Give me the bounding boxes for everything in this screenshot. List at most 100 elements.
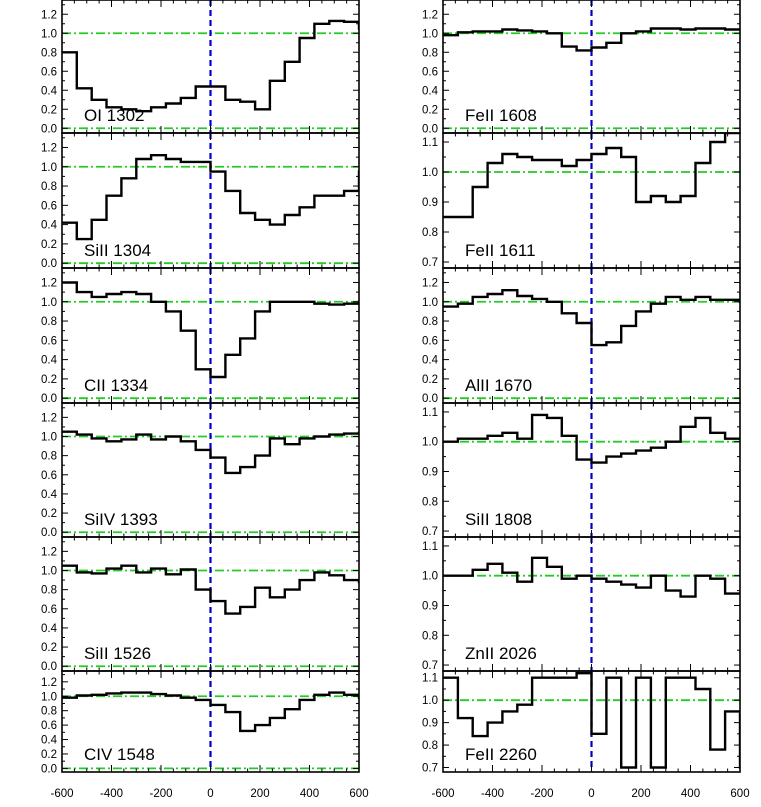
y-tick-label: 0.7 <box>422 763 438 775</box>
panel-siii-1304: 0.0 0.2 0.4 0.6 0.8 1.0 1.2 SiII 1304 <box>41 132 360 270</box>
y-tick-label: 0.8 <box>422 740 438 752</box>
y-tick-label: 0.4 <box>41 220 58 232</box>
ion-label: SiIV 1393 <box>84 510 158 529</box>
y-tick-label: 0.2 <box>41 239 57 251</box>
y-tick-label: 1.0 <box>422 571 438 583</box>
x-tick-label: -200 <box>530 788 553 800</box>
y-tick-label: 0.6 <box>422 335 438 347</box>
y-tick-label: 0.0 <box>41 763 57 775</box>
x-tick-label: 200 <box>631 788 650 800</box>
ion-label: FeII 2260 <box>465 745 537 764</box>
x-tick-label: 0 <box>588 788 594 800</box>
spectrum-trace <box>62 19 359 113</box>
x-tick-label: 400 <box>681 788 700 800</box>
panels-layer: 0.0 0.2 0.4 0.6 0.8 1.0 1.2 OI 1302 0.0 0.2 0.4 0.6… <box>41 0 750 800</box>
y-tick-label: 0.2 <box>41 642 57 654</box>
panel-siii-1808: 0.7 0.8 0.9 1.0 1.1 SiII 1808 <box>422 402 741 538</box>
x-tick-label: -400 <box>481 788 504 800</box>
y-tick-label: 1.1 <box>422 407 438 419</box>
y-tick-label: 0.4 <box>41 735 58 747</box>
x-tick-label: -600 <box>50 788 73 800</box>
ion-label: SiII 1808 <box>465 510 532 529</box>
panel-znii-2026: 0.7 0.8 0.9 1.0 1.1 ZnII 2026 <box>422 536 741 672</box>
y-tick-label: 1.2 <box>422 277 438 289</box>
y-tick-label: 1.0 <box>422 437 438 449</box>
x-tick-label: 200 <box>250 788 269 800</box>
x-tick-label: 600 <box>730 788 749 800</box>
x-tick-label: 0 <box>207 788 213 800</box>
spectrum-trace <box>62 154 359 241</box>
x-tick-label: 600 <box>349 788 368 800</box>
ion-label: CIV 1548 <box>84 745 155 764</box>
panel-siiv-1393: 0.0 0.2 0.4 0.6 0.8 1.0 1.2 SiIV 1393 <box>41 402 360 539</box>
y-tick-label: 1.0 <box>41 432 57 444</box>
y-tick-label: 0.7 <box>422 526 438 538</box>
y-tick-label: 0.8 <box>41 47 57 59</box>
panel-feii-2260: 0.7 0.8 0.9 1.0 1.1 FeII 2260 <box>422 670 741 775</box>
y-tick-label: 1.2 <box>41 546 57 558</box>
x-tick-label: -200 <box>149 788 172 800</box>
ion-label: OI 1302 <box>84 106 145 125</box>
y-tick-label: 0.8 <box>422 630 438 642</box>
y-tick-label: 1.0 <box>41 691 57 703</box>
y-tick-label: 0.8 <box>41 451 57 463</box>
panel-oi-1302: 0.0 0.2 0.4 0.6 0.8 1.0 1.2 OI 1302 <box>41 0 360 135</box>
y-tick-label: 0.6 <box>41 66 57 78</box>
y-tick-label: 0.0 <box>41 393 57 405</box>
spectrum-trace <box>443 413 740 464</box>
spectrum-trace <box>62 430 359 475</box>
y-tick-label: 1.1 <box>422 137 438 149</box>
y-tick-label: 1.2 <box>41 677 57 689</box>
y-tick-label: 1.0 <box>41 162 57 174</box>
ion-label: CII 1334 <box>84 376 148 395</box>
y-tick-label: 0.7 <box>422 660 438 672</box>
panel-alii-1670: 0.0 0.2 0.4 0.6 0.8 1.0 1.2 AlII 1670 <box>422 267 741 405</box>
y-tick-label: 0.6 <box>41 470 57 482</box>
y-tick-label: 0.8 <box>422 47 438 59</box>
y-tick-label: 0.4 <box>422 85 439 97</box>
y-tick-label: 0.8 <box>41 706 57 718</box>
spectrum-trace <box>443 133 740 219</box>
ion-label: ZnII 2026 <box>465 644 537 663</box>
y-tick-label: 0.2 <box>41 374 57 386</box>
spectrum-trace <box>62 691 359 733</box>
y-tick-label: 0.4 <box>41 355 58 367</box>
y-tick-label: 1.0 <box>422 28 438 40</box>
y-tick-label: 1.2 <box>422 9 438 21</box>
y-tick-label: 0.0 <box>41 123 57 135</box>
y-tick-label: 0.4 <box>422 355 439 367</box>
y-tick-label: 0.2 <box>41 104 57 116</box>
y-tick-label: 0.6 <box>41 604 57 616</box>
ion-label: SiII 1304 <box>84 241 151 260</box>
y-tick-label: 0.2 <box>422 374 438 386</box>
x-tick-label: 400 <box>300 788 319 800</box>
y-tick-label: 1.1 <box>422 673 438 685</box>
panel-civ-1548: 0.0 0.2 0.4 0.6 0.8 1.0 1.2 CIV 1548 <box>41 670 360 775</box>
y-tick-label: 1.2 <box>41 9 57 21</box>
ion-label: AlII 1670 <box>465 376 532 395</box>
y-tick-label: 0.9 <box>422 466 438 478</box>
y-tick-label: 0.8 <box>422 496 438 508</box>
spectrum-trace <box>443 556 740 598</box>
y-tick-label: 0.9 <box>422 600 438 612</box>
y-tick-label: 0.2 <box>41 508 57 520</box>
spectrum-trace <box>443 289 740 347</box>
ion-label: SiII 1526 <box>84 644 151 663</box>
spectrum-trace <box>443 672 740 769</box>
panel-feii-1608: 0.0 0.2 0.4 0.6 0.8 1.0 1.2 FeII 1608 <box>422 0 741 135</box>
y-tick-label: 0.0 <box>422 123 438 135</box>
y-tick-label: 0.6 <box>41 200 57 212</box>
y-tick-label: 1.2 <box>41 142 57 154</box>
x-tick-label: -600 <box>431 788 454 800</box>
y-tick-label: 0.2 <box>422 104 438 116</box>
y-tick-label: 1.0 <box>422 695 438 707</box>
spectrum-trace <box>62 564 359 615</box>
y-tick-label: 1.0 <box>41 297 57 309</box>
y-tick-label: 0.9 <box>422 197 438 209</box>
ion-label: FeII 1608 <box>465 106 537 125</box>
y-tick-label: 0.6 <box>41 720 57 732</box>
y-tick-label: 0.4 <box>41 623 58 635</box>
y-tick-label: 0.8 <box>422 316 438 328</box>
x-tick-label: -400 <box>100 788 123 800</box>
